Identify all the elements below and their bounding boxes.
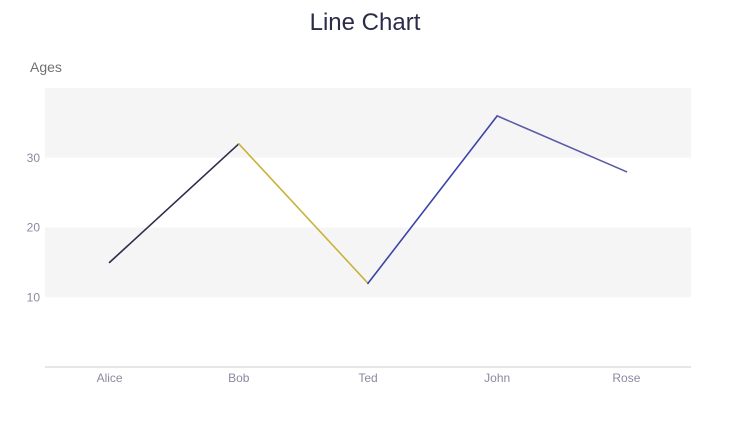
x-tick-label: John [484, 371, 510, 385]
chart-title: Line Chart [310, 9, 421, 36]
series-line [108, 115, 628, 285]
y-tick-label: 20 [27, 221, 41, 235]
x-tick-label: Ted [358, 371, 377, 385]
line-segment [367, 115, 499, 285]
data-point [496, 115, 499, 117]
data-point [625, 170, 628, 173]
grid-band [45, 227, 691, 298]
grid-bands [45, 88, 691, 298]
y-axis-ticks: 10 20 30 [27, 151, 41, 305]
line-segment [496, 115, 628, 173]
x-tick-label: Alice [97, 371, 123, 385]
data-point [367, 282, 369, 285]
x-tick-label: Rose [612, 371, 640, 385]
y-tick-label: 30 [27, 151, 41, 165]
data-point [238, 143, 240, 145]
line-segment [108, 143, 240, 264]
data-point [108, 261, 111, 264]
x-axis-ticks: Alice Bob Ted John Rose [97, 371, 641, 385]
y-tick-label: 10 [27, 290, 41, 304]
grid-band [45, 88, 691, 158]
y-axis-title: Ages [30, 59, 62, 75]
x-tick-label: Bob [228, 371, 250, 385]
line-segment [238, 143, 369, 285]
